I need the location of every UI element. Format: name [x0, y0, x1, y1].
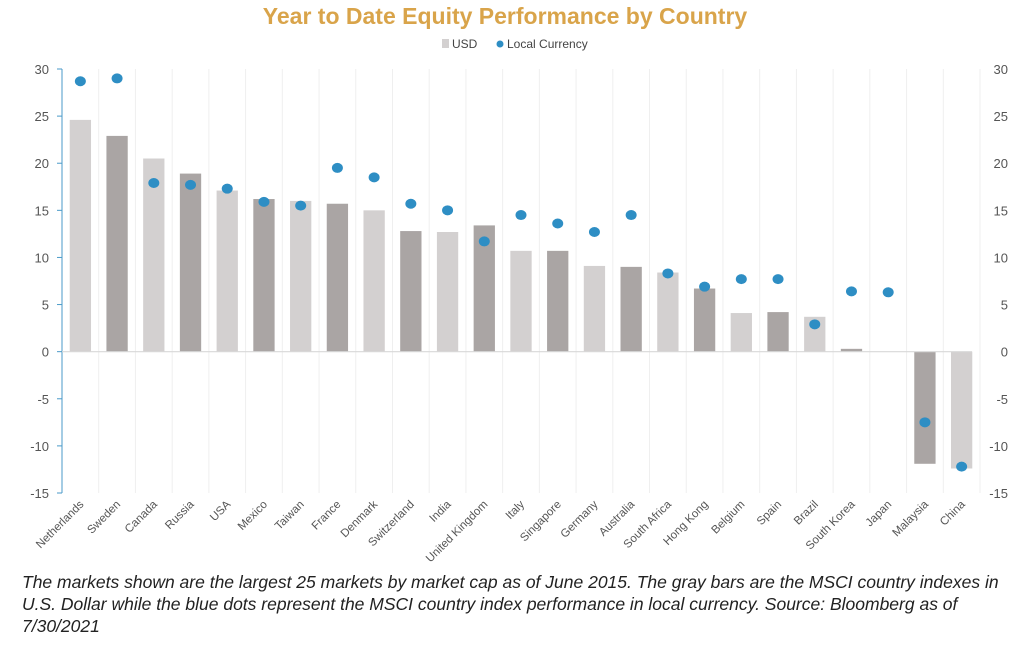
dot-local-usa	[221, 183, 233, 194]
y-tick-label-left: 30	[35, 62, 49, 77]
dot-local-japan	[882, 287, 894, 298]
dot-local-south-korea	[845, 286, 857, 297]
legend-usd-swatch	[442, 39, 449, 48]
dot-local-canada	[148, 178, 160, 189]
dot-local-australia	[625, 210, 637, 221]
dot-local-india	[442, 205, 454, 216]
bar-usd-belgium	[730, 313, 752, 352]
y-tick-label-left: 10	[35, 250, 49, 265]
dot-local-south-africa	[662, 268, 674, 279]
bar-usd-south-korea	[840, 348, 863, 352]
bar-usd-usa	[216, 190, 238, 352]
bar-usd-netherlands	[69, 119, 92, 352]
y-tick-label-left: -15	[30, 486, 49, 501]
x-category-label: India	[428, 498, 455, 525]
y-tick-label-right: 10	[994, 250, 1008, 265]
bar-usd-india	[436, 232, 459, 352]
legend: USD Local Currency	[442, 37, 588, 51]
bar-usd-italy	[510, 250, 532, 352]
y-tick-label-left: 5	[42, 298, 49, 313]
y-tick-label-left: 15	[35, 203, 49, 218]
bar-usd-malaysia	[914, 351, 936, 464]
dot-local-singapore	[552, 218, 564, 229]
x-category-label: Malaysia	[890, 498, 931, 539]
y-tick-label-right: 30	[994, 62, 1008, 77]
dot-local-sweden	[111, 73, 123, 84]
dot-local-brazil	[809, 319, 821, 330]
y-tick-label-right: 0	[1001, 345, 1008, 360]
legend-local-label: Local Currency	[507, 37, 588, 51]
x-category-label: Brazil	[792, 499, 821, 528]
bar-usd-south-africa	[657, 272, 679, 352]
dot-local-hong-kong	[699, 281, 711, 292]
y-tick-label-right: -10	[989, 439, 1008, 454]
y-tick-label-right: -15	[989, 486, 1008, 501]
dot-local-russia	[185, 179, 197, 190]
y-tick-label-left: 25	[35, 109, 49, 124]
y-tick-label-right: 20	[994, 156, 1008, 171]
x-category-label: Canada	[123, 498, 160, 535]
chart-title: Year to Date Equity Performance by Count…	[263, 3, 748, 29]
bar-usd-switzerland	[400, 231, 422, 352]
x-category-label: USA	[208, 498, 233, 523]
x-category-label: Netherlands	[34, 498, 87, 551]
y-tick-label-left: 0	[42, 345, 49, 360]
bar-usd-spain	[767, 312, 789, 352]
dot-local-taiwan	[295, 200, 307, 211]
dot-local-china	[956, 461, 968, 472]
bar-usd-france	[326, 203, 349, 352]
bar-usd-canada	[143, 158, 165, 352]
equity-performance-chart: Year to Date Equity Performance by Count…	[30, 3, 1008, 565]
x-category-label: Russia	[163, 498, 197, 532]
x-category-label: Germany	[559, 498, 601, 540]
bar-usd-united-kingdom	[473, 225, 495, 352]
bar-usd-china	[950, 351, 973, 469]
bar-usd-australia	[620, 266, 642, 352]
y-tick-label-left: 20	[35, 156, 49, 171]
dot-local-united-kingdom	[478, 236, 490, 247]
dot-local-netherlands	[74, 76, 86, 87]
dot-local-spain	[772, 274, 784, 285]
y-tick-label-right: 5	[1001, 298, 1008, 313]
x-category-label: Spain	[755, 499, 784, 528]
dot-local-italy	[515, 210, 527, 221]
bar-usd-mexico	[253, 199, 275, 352]
bar-usd-germany	[583, 265, 606, 352]
x-category-label: Taiwan	[273, 499, 307, 533]
y-tick-label-right: 15	[994, 203, 1008, 218]
bar-usd-denmark	[363, 210, 385, 352]
chart-caption: The markets shown are the largest 25 mar…	[22, 572, 999, 636]
x-category-label: Italy	[504, 498, 528, 522]
x-category-label: Sweden	[85, 499, 123, 537]
bar-usd-taiwan	[290, 200, 312, 352]
dot-local-belgium	[735, 274, 747, 285]
dot-local-malaysia	[919, 417, 931, 428]
y-tick-label-left: -10	[30, 439, 49, 454]
x-category-label: Mexico	[236, 499, 270, 533]
x-category-label: Japan	[864, 499, 895, 530]
dot-local-germany	[588, 227, 600, 238]
x-category-label: Belgium	[710, 499, 748, 537]
y-tick-label-right: -5	[996, 392, 1008, 407]
legend-usd-label: USD	[452, 37, 478, 51]
legend-local-swatch	[496, 40, 504, 48]
x-category-label: France	[310, 499, 344, 533]
bar-usd-russia	[179, 173, 202, 352]
bar-usd-hong-kong	[693, 288, 716, 352]
y-tick-label-right: 25	[994, 109, 1008, 124]
dot-local-switzerland	[405, 198, 417, 209]
dot-local-mexico	[258, 196, 270, 207]
dot-local-denmark	[368, 172, 380, 183]
x-category-label: China	[938, 498, 968, 528]
dot-local-france	[331, 162, 343, 173]
bar-usd-singapore	[547, 250, 569, 352]
y-tick-label-left: -5	[37, 392, 49, 407]
bar-usd-sweden	[106, 135, 128, 352]
